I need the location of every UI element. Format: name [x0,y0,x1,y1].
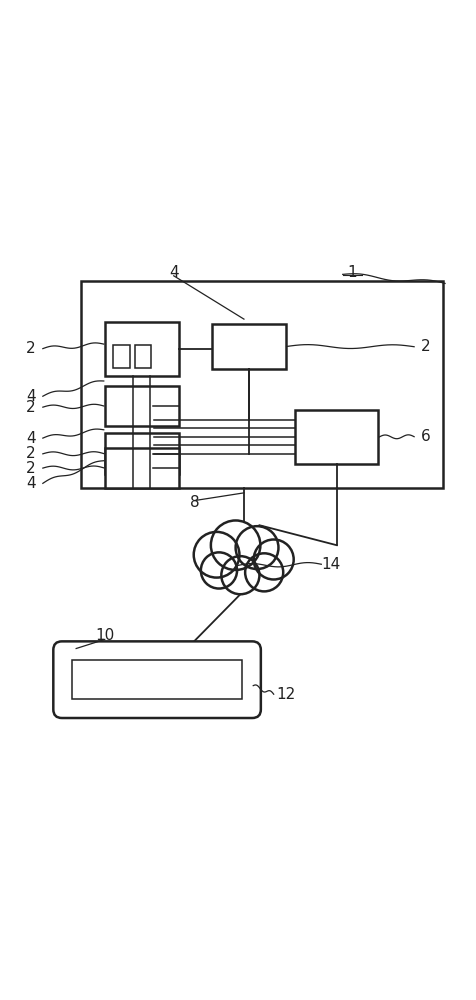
FancyBboxPatch shape [53,641,261,718]
Text: 4: 4 [26,431,36,446]
Circle shape [201,552,237,589]
Text: 1: 1 [347,265,357,280]
Bar [105,386,178,426]
Text: 4: 4 [26,389,36,404]
Bar [212,324,286,369]
Bar [135,345,151,368]
Bar [81,281,443,488]
Text: 2: 2 [26,400,36,415]
Text: 2: 2 [26,446,36,461]
Text: 8: 8 [190,495,200,510]
Text: 2: 2 [26,461,36,476]
Bar [105,448,178,488]
Circle shape [221,556,259,594]
Circle shape [194,532,239,578]
Text: 4: 4 [169,265,178,280]
Circle shape [211,520,260,570]
Text: 2: 2 [421,339,431,354]
Bar [105,322,178,376]
Circle shape [236,526,278,569]
Text: 2: 2 [26,341,36,356]
Text: 6: 6 [421,429,431,444]
Text: 4: 4 [26,476,36,491]
Circle shape [245,553,283,591]
Text: 12: 12 [276,687,295,702]
Bar [72,660,242,699]
Bar [105,433,178,474]
Text: 14: 14 [321,557,340,572]
Circle shape [254,540,294,579]
Bar [295,410,378,464]
Text: 10: 10 [95,628,114,643]
Bar [113,345,130,368]
